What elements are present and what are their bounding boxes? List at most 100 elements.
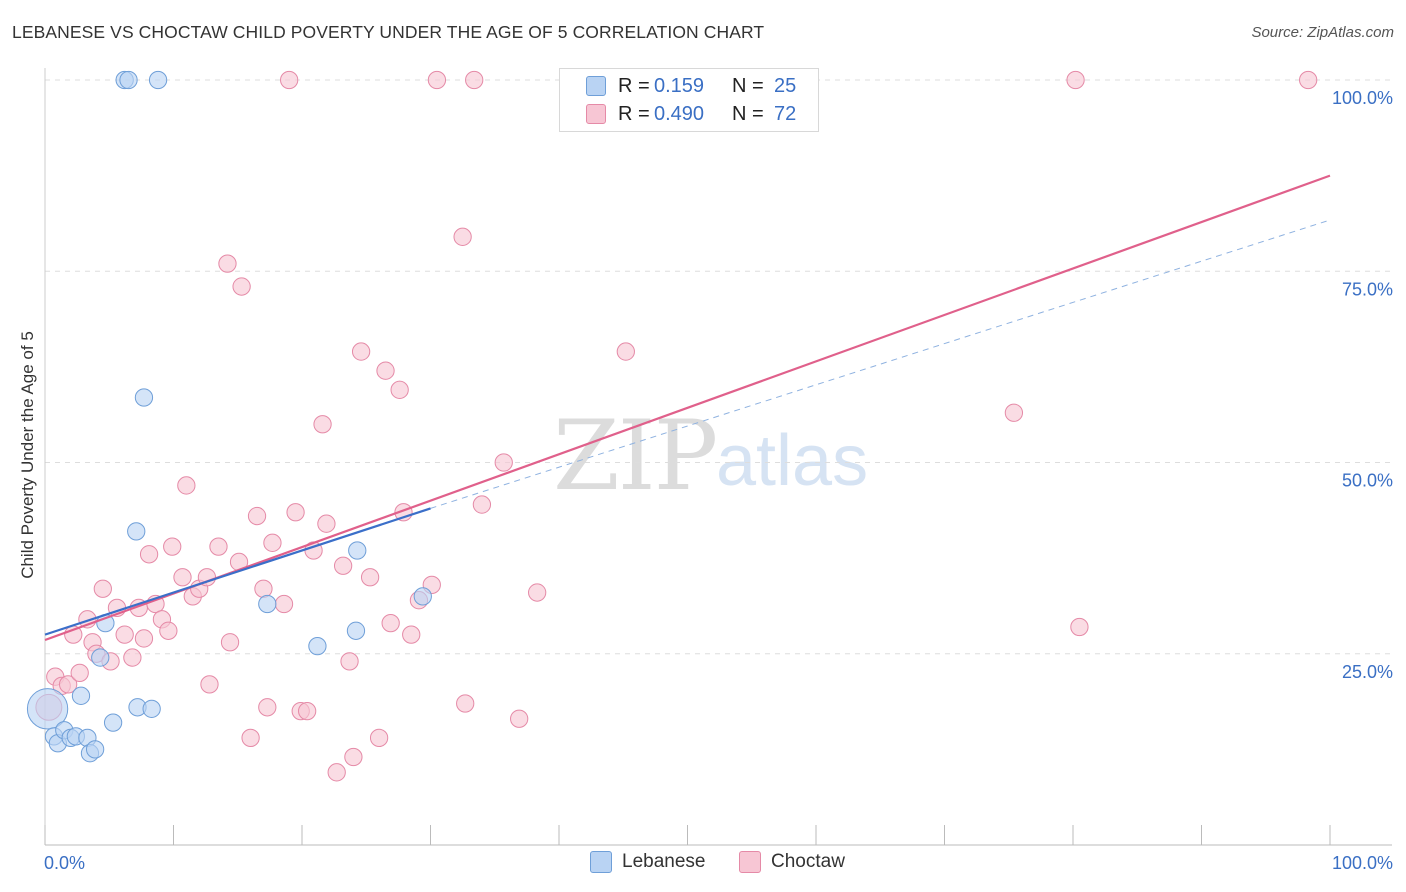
legend-label-choctaw: Choctaw [771,851,845,872]
chart-title: LEBANESE VS CHOCTAW CHILD POVERTY UNDER … [12,22,765,42]
lebanese-point [26,688,69,730]
series-legend: Lebanese Choctaw [0,851,1406,877]
choctaw-point [369,728,389,748]
lebanese-point [91,648,110,667]
choctaw-point [247,506,267,526]
choctaw-swatch [739,851,761,873]
legend-r-label: R = [618,74,650,97]
legend-n-value: 25 [774,74,797,97]
legend-r-label: R = [618,102,650,125]
choctaw-point [1070,617,1089,637]
lebanese-point [148,70,168,90]
legend-r-value: 0.159 [654,74,705,97]
lebanese-point [134,388,154,407]
choctaw-point [456,694,475,713]
choctaw-point [241,728,260,748]
choctaw-point [286,503,305,522]
choctaw-point [340,652,359,671]
lebanese-swatch [586,76,606,96]
lebanese-point [348,541,367,560]
choctaw-point [254,579,273,598]
choctaw-point [173,568,192,587]
choctaw-point [115,625,134,644]
lebanese-point [127,522,146,541]
lebanese-point [142,699,161,718]
choctaw-point [351,342,371,361]
choctaw-point [209,537,228,556]
choctaw-point [220,633,240,652]
legend-item-choctaw[interactable]: Choctaw [739,851,845,873]
choctaw-point [159,621,178,640]
choctaw-point [333,556,353,575]
choctaw-point [360,568,380,587]
lebanese-trend-extension [430,219,1331,509]
y-tick-label: 75.0% [1342,279,1393,299]
choctaw-point [616,342,635,361]
lebanese-point [258,594,277,614]
choctaw-point [258,698,277,717]
choctaw-point [134,629,154,648]
choctaw-point [390,380,409,399]
legend-row-lebanese: R = 0.159 N = 25 [586,73,796,99]
lebanese-trend-line [44,507,431,636]
lebanese-point [308,636,327,656]
choctaw-point [465,70,484,90]
choctaw-point [93,579,112,598]
choctaw-point [327,763,346,782]
choctaw-point [163,537,182,556]
choctaw-point [232,277,251,296]
y-tick-label: 25.0% [1342,662,1393,682]
choctaw-point [1066,70,1085,90]
choctaw-point [70,663,89,683]
lebanese-swatch [590,851,612,873]
choctaw-point [453,227,472,246]
correlation-legend: R = 0.159 N = 25 R = 0.490 N = 72 [559,68,819,132]
choctaw-point [313,415,332,434]
choctaw-point [317,514,336,533]
choctaw-point [494,453,513,472]
choctaw-point [1004,403,1024,422]
choctaw-point [528,583,547,602]
x-tick-label: 100.0% [1332,853,1393,873]
lebanese-point [103,713,123,732]
y-tick-label: 50.0% [1342,471,1393,491]
y-tick-label: 100.0% [1332,88,1393,108]
choctaw-point [427,70,447,90]
choctaw-point [139,545,159,564]
watermark-zip: ZIP [553,400,718,512]
lebanese-point [413,587,432,606]
choctaw-point [123,648,142,667]
legend-n-label: N = [732,74,764,97]
choctaw-point [381,614,400,633]
legend-n-label: N = [732,102,764,125]
choctaw-point [280,70,299,90]
source-label: Source: ZipAtlas.com [1251,24,1394,41]
choctaw-point [200,675,219,694]
choctaw-swatch [586,104,606,124]
watermark-atlas: atlas [716,421,869,501]
choctaw-point [402,625,421,644]
lebanese-point [71,686,91,705]
lebanese-point [85,740,105,759]
lebanese-point [346,621,366,640]
choctaw-point [298,701,317,721]
choctaw-point [263,533,282,552]
choctaw-point [218,254,237,273]
legend-label-lebanese: Lebanese [622,851,706,872]
choctaw-trend-line [44,174,1331,642]
choctaw-point [344,747,363,767]
choctaw-point [510,709,529,728]
choctaw-point [58,675,78,694]
choctaw-point [177,476,196,495]
choctaw-point [274,594,294,614]
choctaw-point [1299,70,1318,90]
legend-r-value: 0.490 [654,102,705,125]
legend-row-choctaw: R = 0.490 N = 72 [586,101,796,127]
x-tick-label: 0.0% [44,853,85,873]
choctaw-point [376,361,395,380]
lebanese-point [119,70,138,90]
legend-item-lebanese[interactable]: Lebanese [590,851,705,873]
legend-n-value: 72 [774,102,797,125]
choctaw-point [472,495,492,514]
